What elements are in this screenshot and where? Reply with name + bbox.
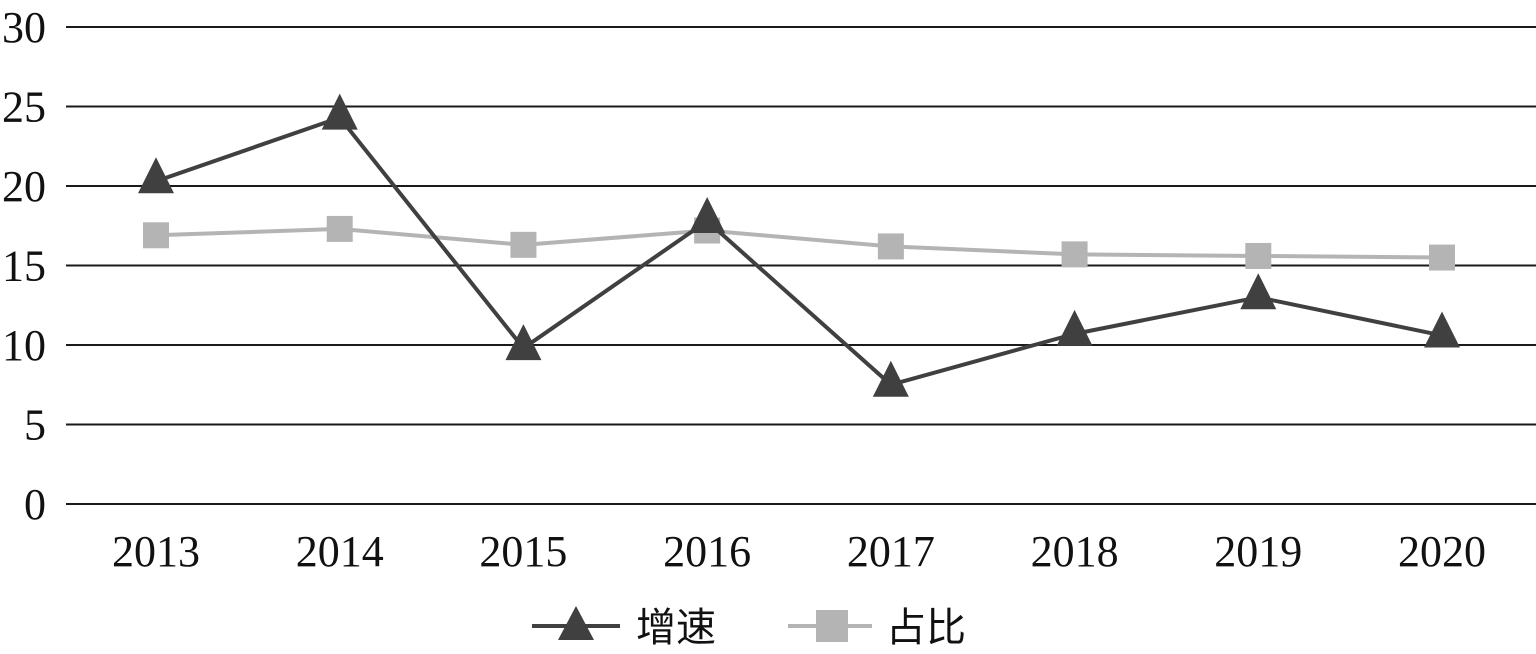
y-tick-label: 5: [24, 401, 46, 450]
x-tick-label: 2014: [296, 527, 384, 576]
series-line: [155, 226, 1443, 260]
legend: 增速 占比: [532, 605, 966, 651]
series-share: [143, 215, 1455, 271]
legend-item-growth: 增速: [532, 605, 716, 651]
triangle-marker: [1424, 311, 1460, 348]
x-tick-label: 2020: [1398, 527, 1486, 576]
square-marker: [1245, 242, 1272, 269]
series-growth: [138, 93, 1460, 397]
triangle-marker: [1240, 273, 1277, 310]
y-tick-label: 15: [2, 242, 46, 291]
square-marker: [1061, 241, 1088, 268]
y-tick-label: 20: [2, 162, 46, 211]
square-marker: [1429, 244, 1455, 271]
legend-item-share: 占比: [788, 605, 966, 651]
y-tick-label: 30: [2, 3, 46, 52]
legend-label-growth: 增速: [636, 605, 716, 651]
x-axis-ticks: 2013 2014 2015 2016 2017 2018 2019 2020: [112, 527, 1486, 576]
x-tick-label: 2018: [1031, 527, 1119, 576]
square-marker: [877, 233, 904, 260]
triangle-marker: [872, 360, 909, 397]
series-line: [155, 115, 1443, 387]
x-tick-label: 2019: [1214, 527, 1302, 576]
y-tick-label: 0: [24, 480, 46, 529]
triangle-marker: [1056, 309, 1093, 346]
y-tick-label: 10: [2, 321, 46, 370]
gridlines: [66, 26, 1536, 505]
square-marker: [326, 215, 353, 242]
triangle-marker: [505, 324, 542, 361]
square-marker: [510, 231, 537, 258]
x-tick-label: 2015: [479, 527, 567, 576]
x-tick-label: 2013: [112, 527, 200, 576]
triangle-marker: [321, 93, 358, 130]
series-layer: [138, 93, 1460, 397]
x-tick-label: 2017: [847, 527, 935, 576]
y-tick-label: 25: [2, 83, 46, 132]
legend-label-share: 占比: [886, 605, 966, 651]
square-marker: [143, 222, 169, 249]
x-tick-label: 2016: [663, 527, 751, 576]
triangle-marker: [138, 157, 174, 194]
y-axis-ticks: 0 5 10 15 20 25 30: [2, 3, 46, 529]
legend-triangle-marker: [558, 606, 594, 640]
legend-square-marker: [816, 610, 848, 642]
triangle-marker: [689, 196, 726, 233]
